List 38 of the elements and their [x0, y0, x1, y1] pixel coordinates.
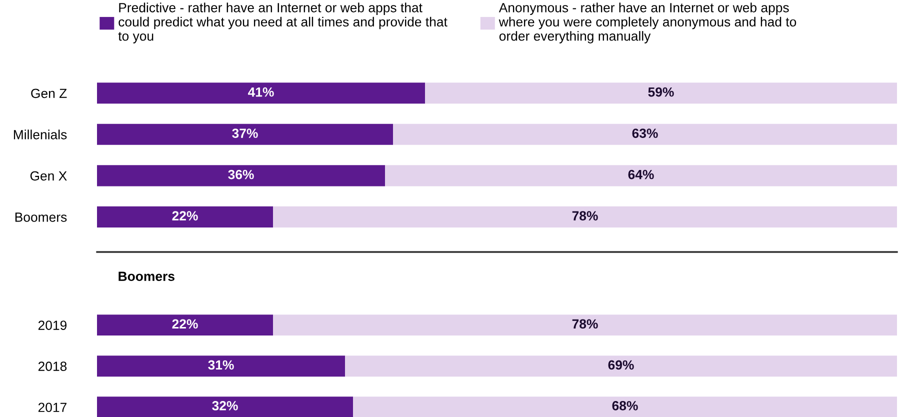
data-label: 64%	[628, 170, 654, 180]
bar	[97, 124, 393, 145]
data-label: 68%	[612, 401, 638, 410]
data-label: 69%	[608, 360, 634, 370]
y-tick-label: 2018	[38, 362, 67, 372]
bar	[273, 206, 897, 228]
y-tick-label: Boomers	[15, 212, 67, 222]
bar	[97, 206, 273, 228]
y-tick-label: Gen Z	[31, 88, 67, 98]
data-label: 63%	[632, 128, 658, 138]
data-label: 41%	[248, 87, 274, 97]
data-label: 32%	[212, 401, 238, 410]
data-label: 59%	[648, 87, 674, 97]
data-label: 22%	[172, 319, 198, 329]
bar	[97, 356, 345, 377]
chart-title: Boomers	[118, 272, 174, 282]
data-label: 22%	[172, 211, 198, 220]
data-label: 78%	[572, 319, 598, 329]
bar	[97, 396, 353, 417]
bar	[97, 82, 425, 104]
bar	[425, 82, 897, 104]
bar	[393, 124, 897, 145]
data-label: 37%	[232, 128, 258, 138]
bar	[353, 396, 897, 417]
bar	[385, 165, 897, 186]
y-tick-label: Gen X	[30, 171, 67, 181]
y-tick-label: Millenials	[14, 130, 67, 140]
legend-label: Anonymous - rather have an Internet or web apps where you were completely anonymous and had to order everything manually	[498, 2, 796, 44]
data-label: 78%	[572, 211, 598, 220]
data-label: 36%	[228, 170, 254, 180]
bar	[97, 165, 385, 186]
bar	[97, 314, 273, 336]
legend-label: Predictive - rather have an Internet or web apps that could predict what you need at all times and provide that to you	[118, 2, 448, 44]
bar	[273, 314, 897, 336]
y-tick-label: 2019	[38, 320, 67, 330]
bar	[345, 356, 897, 377]
data-label: 31%	[208, 360, 234, 370]
y-tick-label: 2017	[38, 402, 66, 412]
